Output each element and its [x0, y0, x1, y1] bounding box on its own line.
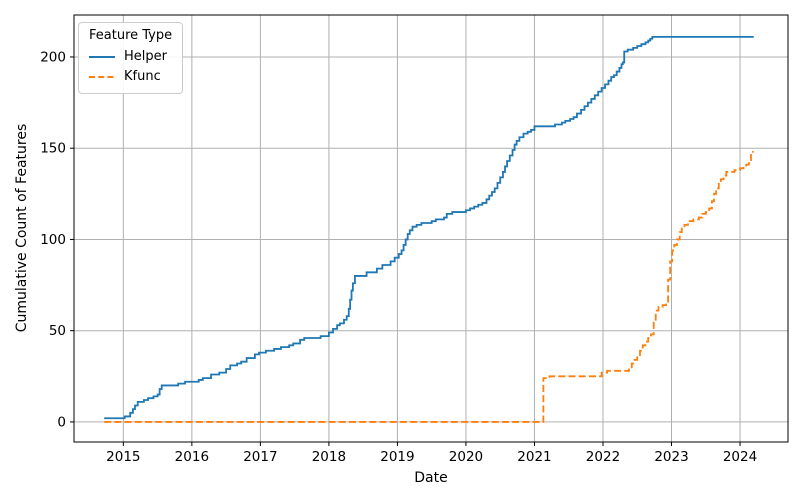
y-tick-label: 0: [57, 414, 66, 430]
legend-label-kfunc: Kfunc: [124, 69, 161, 85]
x-tick-label: 2024: [723, 449, 757, 465]
legend-label-helper: Helper: [124, 49, 167, 65]
legend-item-kfunc: Kfunc: [89, 67, 172, 87]
series-lines: [104, 36, 754, 423]
kfunc-line-sample: [89, 76, 115, 79]
x-axis-ticks: 2015 2016 2017 2018 2019 2020 2021 2022 2023 2024: [106, 442, 757, 465]
kfunc-line: [104, 150, 754, 423]
legend-title: Feature Type: [89, 28, 173, 43]
x-tick-label: 2015: [106, 449, 140, 465]
y-axis-label: Cumulative Count of Features: [14, 123, 30, 333]
legend: Feature Type Helper Kfunc: [78, 22, 184, 95]
x-tick-label: 2017: [243, 449, 277, 465]
legend-item-helper: Helper: [89, 47, 172, 67]
plot-border: [73, 14, 789, 443]
helper-line: [104, 36, 754, 420]
x-tick-label: 2022: [586, 449, 620, 465]
y-axis-ticks: 0 50 100 150 200: [40, 49, 74, 430]
y-tick-label: 100: [40, 232, 66, 248]
x-tick-label: 2018: [312, 449, 346, 465]
x-tick-label: 2023: [654, 449, 688, 465]
y-tick-label: 150: [40, 141, 66, 157]
x-tick-label: 2020: [449, 449, 483, 465]
x-axis-label: Date: [414, 470, 448, 486]
gridlines: [74, 15, 788, 442]
x-tick-label: 2021: [517, 449, 551, 465]
y-tick-label: 50: [49, 323, 66, 339]
helper-line-sample: [89, 56, 115, 59]
x-tick-label: 2016: [175, 449, 209, 465]
x-tick-label: 2019: [380, 449, 414, 465]
y-tick-label: 200: [40, 49, 66, 65]
